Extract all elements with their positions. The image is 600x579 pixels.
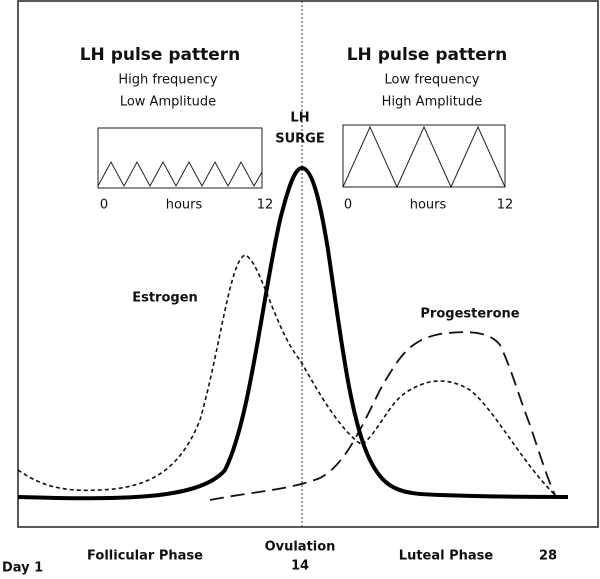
curve-label: Progesterone xyxy=(420,307,519,322)
x-label: 14 xyxy=(291,559,309,574)
x-label: Follicular Phase xyxy=(87,549,203,564)
pulse-trace xyxy=(97,160,263,188)
surge-label: SURGE xyxy=(275,132,324,147)
progesterone-curve xyxy=(209,331,556,501)
pulse-trace xyxy=(342,125,506,189)
axis-label: 0 xyxy=(100,198,108,213)
surge-label: LH xyxy=(290,111,309,126)
x-label: 28 xyxy=(539,549,557,564)
panel-line: Low Amplitude xyxy=(120,95,216,110)
panel-line: High Amplitude xyxy=(382,95,483,110)
axis-label: 0 xyxy=(344,198,352,213)
axis-label: hours xyxy=(410,198,447,213)
pulse-box xyxy=(342,124,506,188)
x-label: Ovulation xyxy=(265,540,336,555)
lh-curve xyxy=(17,165,569,501)
axis-label: 12 xyxy=(257,198,274,213)
x-label: Day 1 xyxy=(2,561,43,576)
frame xyxy=(17,0,599,528)
pulse-box xyxy=(97,127,263,189)
panel-title: LH pulse pattern xyxy=(80,45,241,65)
x-label: Luteal Phase xyxy=(399,549,494,564)
estrogen-curve xyxy=(17,254,556,496)
panel-title: LH pulse pattern xyxy=(347,45,508,65)
panel-line: High frequency xyxy=(118,73,218,88)
axis-label: 12 xyxy=(497,198,514,213)
axis-label: hours xyxy=(166,198,203,213)
panel-line: Low frequency xyxy=(385,73,480,88)
curve-label: Estrogen xyxy=(132,291,198,306)
